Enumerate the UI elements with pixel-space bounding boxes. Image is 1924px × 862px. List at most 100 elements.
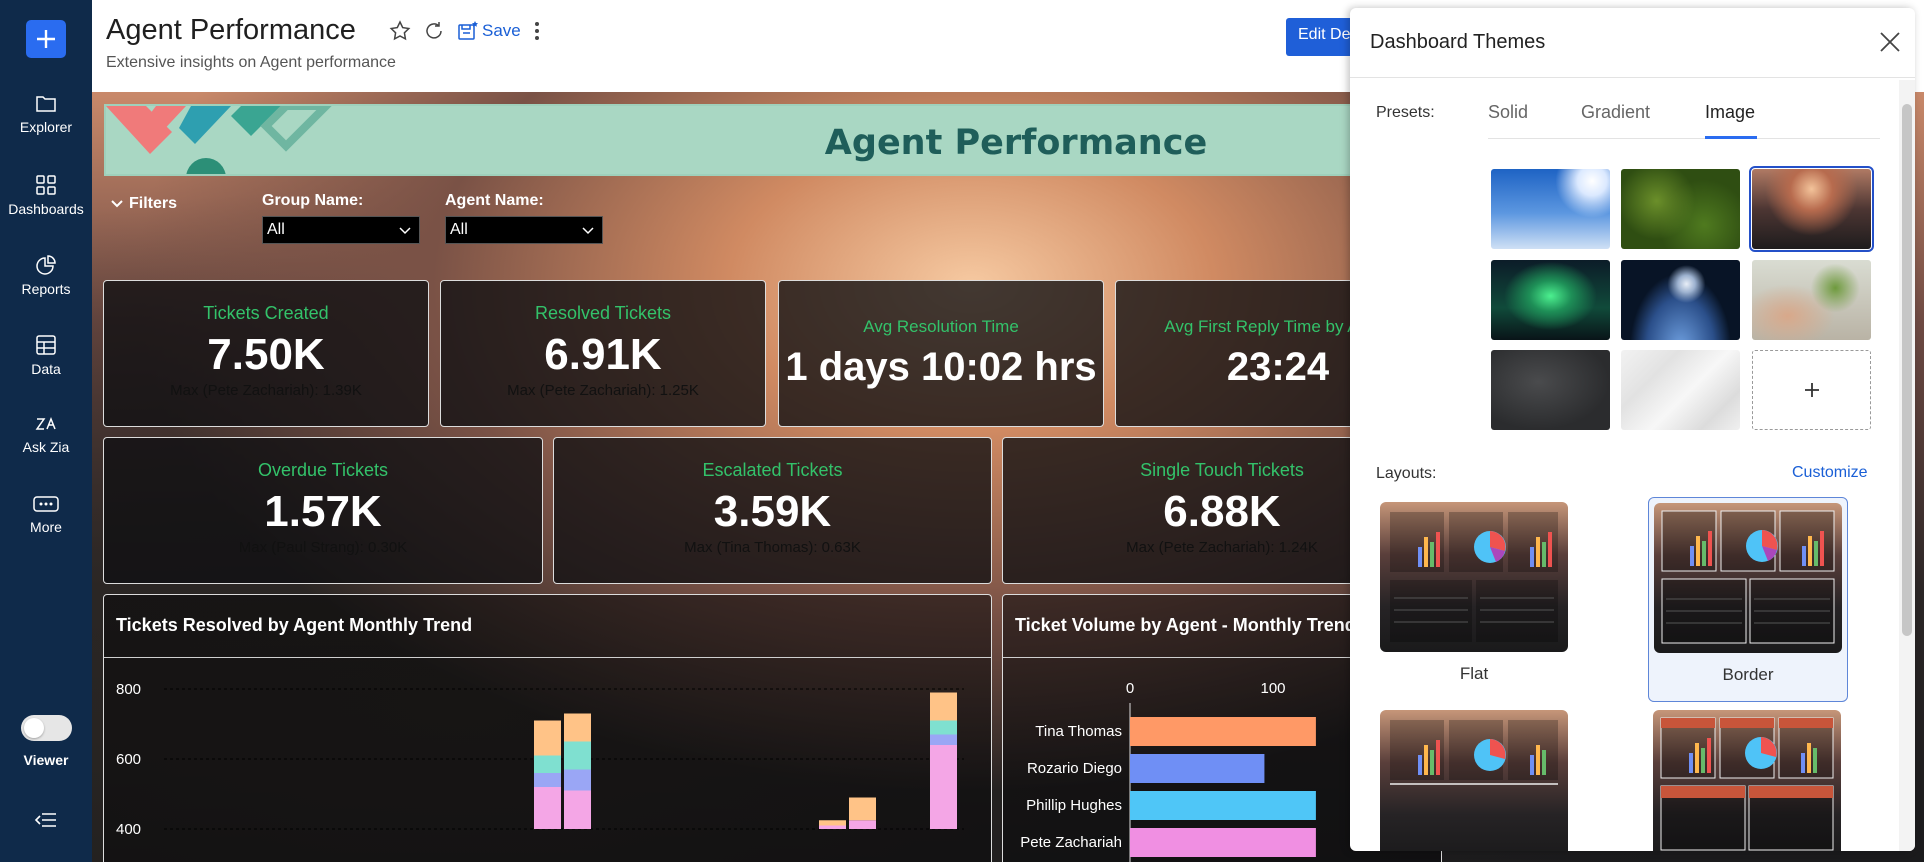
bar-segment[interactable] xyxy=(534,755,561,774)
scrollbar-thumb[interactable] xyxy=(1902,104,1912,636)
add-theme-image-button[interactable] xyxy=(1752,350,1871,430)
layout-preview xyxy=(1380,502,1568,652)
bar-segment[interactable] xyxy=(534,773,561,787)
theme-thumb-plant-coins[interactable] xyxy=(1752,260,1871,340)
theme-thumb-aurora[interactable] xyxy=(1491,260,1610,340)
refresh-icon[interactable] xyxy=(423,20,445,42)
theme-thumb-sky[interactable] xyxy=(1491,169,1610,249)
select-value: All xyxy=(450,221,468,238)
bar[interactable] xyxy=(1130,754,1265,783)
nav-ask-zia[interactable]: Ask Zia xyxy=(0,414,92,455)
kpi-max: Max (Pete Zachariah): 1.39K xyxy=(170,382,362,399)
bar-segment[interactable] xyxy=(930,692,957,721)
close-icon[interactable] xyxy=(1878,30,1902,54)
star-icon[interactable] xyxy=(389,20,411,42)
theme-thumb-astronaut[interactable] xyxy=(1621,260,1740,340)
chart-title: Tickets Resolved by Agent Monthly Trend xyxy=(116,615,473,635)
nav-reports[interactable]: Reports xyxy=(0,254,92,297)
filter-agent-name: Agent Name: All xyxy=(445,192,603,244)
kpi-title: Single Touch Tickets xyxy=(1140,460,1304,480)
chevron-down-icon xyxy=(399,227,411,235)
y-tick-label: 800 xyxy=(116,681,141,698)
folder-icon xyxy=(36,96,56,112)
chevron-down-icon xyxy=(111,200,123,208)
bar-segment[interactable] xyxy=(564,769,591,791)
kpi-title: Avg Resolution Time xyxy=(863,317,1019,336)
chevron-down-icon xyxy=(582,227,594,235)
bar-segment[interactable] xyxy=(534,787,561,829)
layout-preview xyxy=(1653,710,1841,851)
bar-segment[interactable] xyxy=(564,713,591,742)
layout-label: Border xyxy=(1722,665,1774,684)
bar-segment[interactable] xyxy=(930,720,957,735)
tab-solid[interactable]: Solid xyxy=(1488,102,1529,122)
filter-label: Group Name: xyxy=(262,192,364,209)
layouts-label: Layouts: xyxy=(1376,465,1437,482)
bar-segment[interactable] xyxy=(564,741,591,770)
bar-segment[interactable] xyxy=(564,790,591,830)
nav-more[interactable]: More xyxy=(0,494,92,535)
bar-segment[interactable] xyxy=(819,825,846,830)
layout-preview-4-icon xyxy=(1660,717,1834,851)
tab-image[interactable]: Image xyxy=(1705,102,1756,122)
bar-segment[interactable] xyxy=(534,720,561,756)
more-icon xyxy=(33,496,59,512)
layout-option-4[interactable] xyxy=(1653,710,1841,851)
panel-scrollbar[interactable] xyxy=(1899,80,1915,851)
layout-option-3[interactable] xyxy=(1380,710,1568,851)
kpi-value: 23:24 xyxy=(1226,345,1330,389)
layout-flat[interactable]: Flat xyxy=(1380,502,1568,692)
filters-toggle[interactable]: Filters xyxy=(110,195,177,213)
kpi-value: 6.88K xyxy=(1163,487,1281,536)
zia-icon xyxy=(35,416,56,430)
theme-thumb-paper[interactable] xyxy=(1621,350,1740,430)
theme-thumb-chalkboard[interactable] xyxy=(1491,350,1610,430)
create-button[interactable] xyxy=(26,20,66,58)
viewer-label: Viewer xyxy=(23,752,69,768)
kpi-title: Resolved Tickets xyxy=(534,303,672,323)
chart-card-resolved-trend[interactable]: Tickets Resolved by Agent Monthly Trend … xyxy=(103,594,992,862)
group-name-select[interactable]: All xyxy=(262,216,420,244)
category-label: Tina Thomas xyxy=(1035,723,1122,740)
theme-thumb-mountains[interactable] xyxy=(1749,166,1874,252)
kpi-escalated-tickets[interactable]: Escalated Tickets 3.59K Max (Tina Thomas… xyxy=(553,437,992,584)
viewer-toggle[interactable] xyxy=(21,715,72,741)
bar[interactable] xyxy=(1130,828,1316,857)
customize-link[interactable]: Customize xyxy=(1792,464,1868,481)
kebab-menu-icon[interactable] xyxy=(533,20,541,42)
kpi-tickets-created[interactable]: Tickets Created 7.50K Max (Pete Zacharia… xyxy=(103,280,429,427)
bar-segment[interactable] xyxy=(819,820,846,826)
bar[interactable] xyxy=(1130,717,1316,746)
y-tick-label: 400 xyxy=(116,821,141,838)
x-tick-label: 0 xyxy=(1126,680,1134,697)
active-tab-indicator xyxy=(1705,136,1757,139)
x-tick-label: 100 xyxy=(1260,680,1285,697)
layout-border[interactable]: Border xyxy=(1648,497,1848,702)
page-subtitle: Extensive insights on Agent performance xyxy=(106,54,396,71)
grid-icon xyxy=(36,175,56,195)
kpi-overdue-tickets[interactable]: Overdue Tickets 1.57K Max (Paul Strang):… xyxy=(103,437,543,584)
bar[interactable] xyxy=(1130,791,1316,820)
nav-data[interactable]: Data xyxy=(0,334,92,377)
ticket-volume-chart: 0 100 Tina Thomas Rozario Diego Phillip Hugh… xyxy=(1020,680,1316,862)
page-title: Agent Performance xyxy=(106,14,356,46)
bar-segment[interactable] xyxy=(849,797,876,821)
kpi-avg-resolution-time[interactable]: Avg Resolution Time 1 days 10:02 hrs xyxy=(778,280,1104,427)
theme-thumb-forest[interactable] xyxy=(1621,169,1740,249)
bar-segment[interactable] xyxy=(849,820,876,829)
nav-dashboards[interactable]: Dashboards xyxy=(0,174,92,217)
category-label: Rozario Diego xyxy=(1027,760,1122,777)
nav-explorer[interactable]: Explorer xyxy=(0,94,92,135)
kpi-max: Max (Pete Zachariah): 1.24K xyxy=(1126,539,1318,556)
agent-name-select[interactable]: All xyxy=(445,216,603,244)
category-label: Phillip Hughes xyxy=(1026,797,1122,814)
tab-gradient[interactable]: Gradient xyxy=(1581,102,1651,122)
collapse-icon[interactable] xyxy=(34,810,58,830)
bar-segment[interactable] xyxy=(930,734,957,746)
panel-header: Dashboard Themes xyxy=(1350,8,1915,78)
kpi-resolved-tickets[interactable]: Resolved Tickets 6.91K Max (Pete Zachari… xyxy=(440,280,766,427)
save-button[interactable]: Save xyxy=(457,20,521,42)
plus-icon xyxy=(1804,383,1819,397)
filter-group-name: Group Name: All xyxy=(262,192,420,244)
bar-segment[interactable] xyxy=(930,745,957,829)
